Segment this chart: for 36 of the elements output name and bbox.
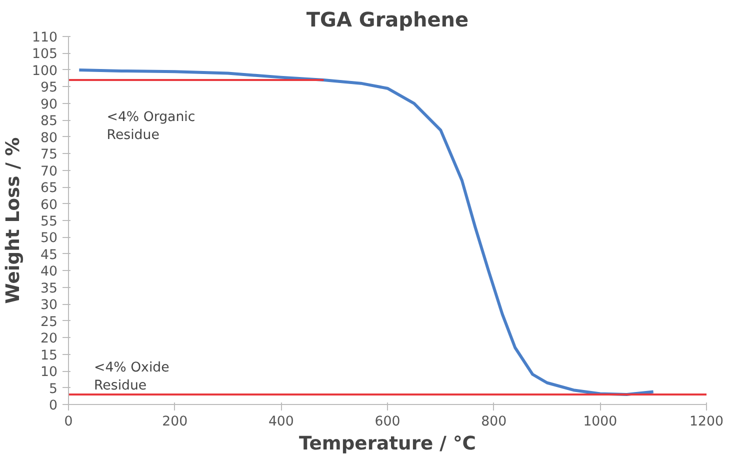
y-tick-label: 30: [40, 298, 58, 314]
x-tick-label: 1200: [690, 414, 724, 430]
y-tick-label: 40: [40, 264, 58, 280]
chart-title: TGA Graphene: [306, 8, 469, 32]
y-tick-label: 25: [40, 314, 58, 330]
y-tick-label: 60: [40, 198, 58, 213]
annotation: <4% Organic Residue: [106, 110, 196, 144]
annotation: <4% Oxide Residue: [94, 360, 170, 394]
y-tick-label: 90: [40, 97, 58, 112]
y-tick-label: 80: [40, 130, 58, 146]
x-tick-label: 800: [481, 414, 507, 430]
y-tick-label: 100: [32, 64, 58, 79]
x-tick-label: 200: [162, 414, 188, 430]
x-tick-label: 600: [374, 414, 400, 430]
y-tick-label: 0: [49, 398, 58, 414]
y-tick-label: 55: [40, 214, 58, 230]
x-tick-label: 400: [268, 414, 294, 430]
y-tick-label: 105: [32, 47, 58, 62]
y-axis-title: Weight Loss / %: [3, 136, 24, 304]
y-tick-label: 50: [40, 231, 58, 246]
y-tick-label: 20: [40, 332, 58, 347]
y-tick-label: 85: [40, 114, 58, 130]
y-tick-label: 65: [40, 181, 58, 196]
y-tick-label: 45: [40, 248, 58, 263]
line-series: [78, 68, 655, 396]
x-tick-label: 0: [64, 414, 73, 430]
y-tick-label: 110: [32, 30, 58, 46]
y-tick-label: 35: [40, 281, 58, 296]
y-tick-label: 10: [40, 365, 58, 380]
y-tick-label: 15: [40, 348, 58, 364]
y-tick-label: 75: [40, 148, 58, 163]
x-axis-title: Temperature / °C: [298, 434, 476, 454]
y-tick-label: 5: [49, 382, 58, 397]
y-tick-label: 70: [40, 164, 58, 180]
y-tick-label: 95: [40, 80, 58, 96]
x-tick-label: 1000: [583, 414, 618, 430]
